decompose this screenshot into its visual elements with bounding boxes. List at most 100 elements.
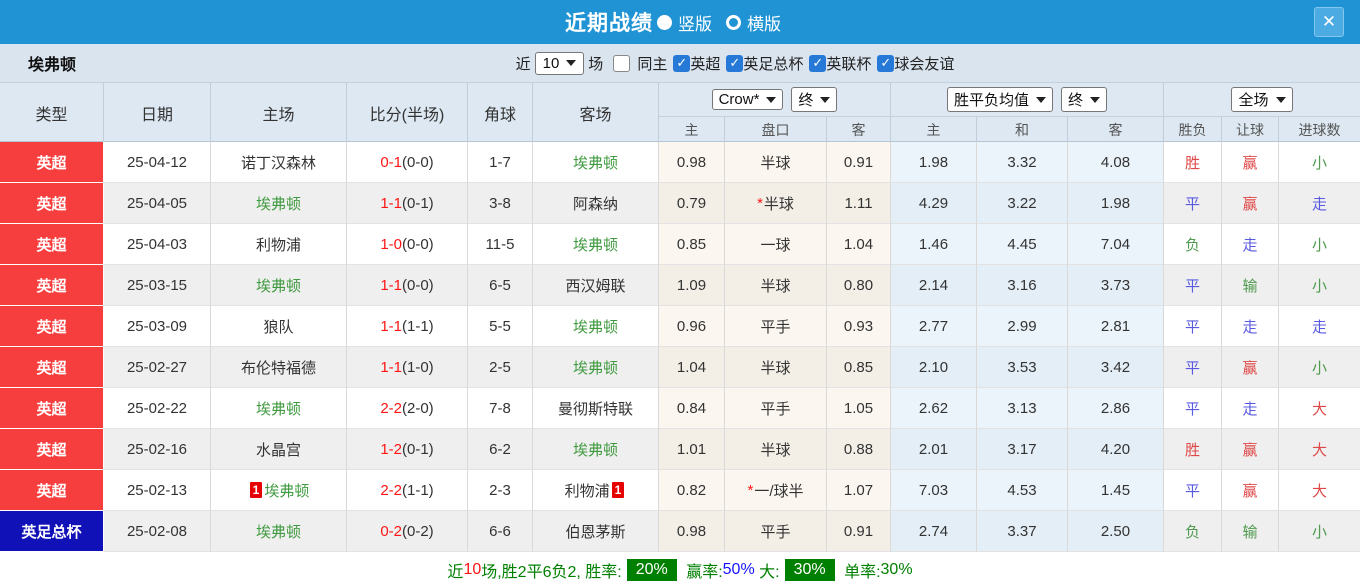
avg-lose-odds: 3.42	[1068, 347, 1164, 388]
checkbox-label: 同主	[637, 55, 668, 73]
avg-draw-odds: 2.99	[977, 306, 1068, 347]
table-row: 英超 25-02-27 布伦特福德 1-1 (1-0) 2-5 埃弗顿 1.04 …	[0, 347, 1360, 388]
result-wdl: 平	[1164, 306, 1222, 347]
bookmaker-time-select[interactable]: 终	[791, 87, 838, 112]
avg-win-odds: 1.98	[891, 142, 977, 183]
checkbox-checked-icon[interactable]: ✓	[877, 54, 895, 72]
checkbox-checked-icon[interactable]: ✓	[673, 54, 691, 72]
column-header: 客场	[533, 83, 659, 142]
checkbox-checked-icon[interactable]: ✓	[809, 54, 827, 72]
avg-win-odds: 2.74	[891, 511, 977, 552]
recent-count-value: 10	[542, 54, 560, 72]
result-handicap: 赢	[1222, 470, 1279, 511]
handicap-line: 平手	[725, 388, 827, 429]
team-name-text: 水晶宫	[255, 441, 301, 459]
filter-checkbox-0[interactable]: 同主	[613, 53, 667, 74]
match-date: 25-04-03	[104, 224, 211, 265]
avg-win-odds: 1.46	[891, 224, 977, 265]
avg-win-odds: 7.03	[891, 470, 977, 511]
league-badge: 英超	[0, 429, 104, 470]
recent-label: 近	[515, 55, 531, 73]
handicap-change-star: *	[747, 481, 754, 499]
home-team: 水晶宫	[211, 429, 347, 470]
avg-odds-select-value: 胜平负均值	[953, 92, 1029, 109]
result-goals: 小	[1279, 142, 1360, 183]
handicap-away-odds: 0.93	[827, 306, 891, 347]
halftime-score: (2-0)	[402, 399, 434, 417]
result-wdl: 负	[1164, 511, 1222, 552]
away-team: 西汉姆联	[533, 265, 659, 306]
avg-win-odds: 2.10	[891, 347, 977, 388]
avg-lose-odds: 2.86	[1068, 388, 1164, 429]
result-wdl: 平	[1164, 347, 1222, 388]
score-cell: 0-2 (0-2)	[347, 511, 468, 552]
team-name-text: 利物浦	[255, 236, 301, 254]
handicap-away-odds: 0.91	[827, 142, 891, 183]
close-icon[interactable]: ✕	[1314, 7, 1344, 37]
radio-horizontal-layout[interactable]: 横版	[726, 10, 781, 35]
halftime-score: (0-0)	[402, 153, 434, 171]
avg-time-select[interactable]: 终	[1061, 87, 1108, 112]
scope-select[interactable]: 全场	[1231, 87, 1293, 112]
checkbox-unchecked-icon[interactable]	[613, 54, 631, 72]
league-badge: 英超	[0, 388, 104, 429]
team-name-text: 埃弗顿	[255, 523, 301, 541]
fulltime-score: 2-2	[380, 481, 402, 499]
radio-selected-icon[interactable]	[657, 14, 672, 30]
summary-bar: 近 10 场,胜2平6负2, 胜率: 20% 赢率: 50% 大: 30% 单率: 30%	[0, 552, 1360, 587]
checkbox-checked-icon[interactable]: ✓	[726, 54, 744, 72]
handicap-home-odds: 0.79	[659, 183, 725, 224]
away-team: 利物浦 1	[533, 470, 659, 511]
odds-header-section: Crow* 终 胜平负均值 终	[659, 83, 1360, 142]
score-cell: 2-2 (1-1)	[347, 470, 468, 511]
home-team: 诺丁汉森林	[211, 142, 347, 183]
team-name-text: 狼队	[263, 318, 294, 336]
filter-checkbox-3[interactable]: ✓ 英联杯	[809, 53, 871, 74]
filter-checkbox-4[interactable]: ✓ 球会友谊	[877, 53, 954, 74]
avg-draw-odds: 4.53	[977, 470, 1068, 511]
radio-vertical-layout[interactable]: 竖版	[657, 10, 712, 35]
avg-lose-odds: 7.04	[1068, 224, 1164, 265]
bookmaker-select[interactable]: Crow*	[711, 89, 784, 110]
column-header: 比分(半场)	[347, 83, 468, 142]
corner-score: 5-5	[468, 306, 533, 347]
radio-unselected-icon[interactable]	[726, 14, 741, 30]
filter-checkbox-1[interactable]: ✓ 英超	[673, 53, 720, 74]
table-row: 英超 25-04-05 埃弗顿 1-1 (0-1) 3-8 阿森纳 0.79 * 半…	[0, 183, 1360, 224]
red-card-badge: 1	[249, 482, 263, 498]
table-row: 英超 25-02-13 1 埃弗顿 2-2 (1-1) 2-3 利物浦 1 0.82 …	[0, 470, 1360, 511]
handicap-rate-label: 赢率:	[681, 563, 723, 581]
match-date: 25-03-09	[104, 306, 211, 347]
scope-group: 全场	[1164, 83, 1360, 116]
table-row: 英超 25-04-03 利物浦 1-0 (0-0) 11-5 埃弗顿 0.85 一…	[0, 224, 1360, 265]
match-date: 25-02-08	[104, 511, 211, 552]
result-goals: 小	[1279, 224, 1360, 265]
result-handicap: 赢	[1222, 347, 1279, 388]
recent-count-select[interactable]: 10	[534, 51, 585, 75]
halftime-score: (1-1)	[402, 481, 434, 499]
halftime-score: (0-0)	[402, 276, 434, 294]
handicap-line: * 半球	[725, 183, 827, 224]
fulltime-score: 1-2	[380, 440, 402, 458]
league-badge: 英超	[0, 306, 104, 347]
summary-prefix: 近	[447, 563, 464, 581]
avg-odds-select[interactable]: 胜平负均值	[946, 87, 1053, 112]
handicap-line: 平手	[725, 306, 827, 347]
avg-time-value: 终	[1068, 92, 1084, 109]
result-goals: 走	[1279, 306, 1360, 347]
result-handicap: 赢	[1222, 142, 1279, 183]
subcolumn-header: 主	[891, 117, 977, 142]
filter-checkbox-2[interactable]: ✓ 英足总杯	[726, 53, 803, 74]
avg-draw-odds: 4.45	[977, 224, 1068, 265]
team-name-text: 埃弗顿	[255, 400, 301, 418]
column-header: 角球	[468, 83, 533, 142]
fulltime-score: 0-1	[380, 153, 402, 171]
radio-horizontal-label: 横版	[747, 14, 781, 34]
page-title: 近期战绩	[565, 12, 653, 35]
fulltime-score: 1-1	[380, 317, 402, 335]
recent-suffix-label: 场	[588, 55, 604, 73]
score-cell: 2-2 (2-0)	[347, 388, 468, 429]
avg-win-odds: 2.14	[891, 265, 977, 306]
avg-draw-odds: 3.37	[977, 511, 1068, 552]
checkbox-label: 英足总杯	[743, 55, 804, 73]
